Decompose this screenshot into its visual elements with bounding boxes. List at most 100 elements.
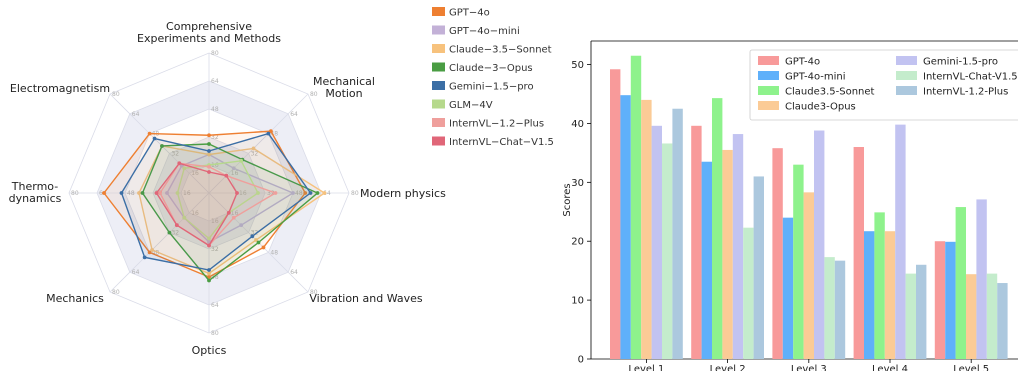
bar-legend-swatch bbox=[896, 56, 917, 65]
radar-legend-label: GPT−4o bbox=[449, 8, 490, 19]
bar-1-0 bbox=[691, 125, 702, 359]
radar-point bbox=[250, 234, 255, 239]
radar-point bbox=[177, 161, 182, 166]
bar-2-6 bbox=[834, 260, 846, 359]
radar-legend-label: Claude−3.5−Sonnet bbox=[449, 45, 552, 56]
bar-2-1 bbox=[782, 217, 794, 359]
radar-point bbox=[207, 271, 211, 276]
radar-chart: 16 32 48 64 80 16 32 48 64 80 16 32 48 64 80 16 32 48 64 80… bbox=[9, 20, 446, 357]
bar-legend-swatch bbox=[758, 56, 779, 65]
bar-1-2 bbox=[712, 98, 723, 359]
bar-1-3 bbox=[722, 149, 733, 359]
bar-legend-label: GPT-4o bbox=[785, 57, 820, 68]
radar-axis-label: Optics bbox=[192, 344, 227, 357]
bar-3-0 bbox=[853, 147, 864, 359]
bar-2-3 bbox=[803, 192, 814, 359]
radar-legend: GPT−4o GPT−4o−mini Claude−3.5−Sonnet Claude… bbox=[432, 7, 554, 148]
bar-2-5 bbox=[824, 257, 835, 359]
radar-legend-swatch bbox=[432, 81, 445, 90]
radar-point bbox=[140, 191, 145, 195]
radar-point bbox=[256, 240, 261, 245]
radar-ring-label: 80 bbox=[112, 289, 120, 296]
radar-legend-label: InternVL−Chat−V1.5 bbox=[449, 137, 554, 148]
radar-axis-label: Mechanics bbox=[46, 292, 104, 305]
radar-legend-swatch bbox=[432, 25, 445, 35]
radar-point bbox=[268, 129, 273, 134]
radar-ring-label: 32 bbox=[267, 190, 275, 197]
radar-point bbox=[147, 250, 152, 255]
radar-ring-label: 48 bbox=[127, 190, 135, 197]
radar-ring-label: 48 bbox=[295, 190, 303, 197]
radar-legend-swatch bbox=[432, 99, 445, 109]
bar-legend-label: GPT-4o-mini bbox=[785, 72, 846, 83]
radar-point bbox=[150, 248, 154, 252]
bar-legend-label: InternVL-1.2-Plus bbox=[923, 87, 1008, 98]
radar-point bbox=[165, 191, 169, 195]
radar-axis-label: Modern physics bbox=[360, 187, 446, 200]
bar-legend-label: Gemini-1.5-pro bbox=[923, 57, 998, 68]
bar-0-4 bbox=[651, 125, 662, 359]
bar-y-tick-label: 0 bbox=[578, 355, 584, 366]
radar-ring-label: 16 bbox=[183, 190, 191, 197]
radar-legend-label: Claude−3−Opus bbox=[449, 63, 533, 74]
bar-legend-label: InternVL-Chat-V1.5 bbox=[923, 72, 1018, 83]
bar-x-tick-label: Level 5 bbox=[953, 364, 989, 371]
radar-point bbox=[158, 191, 162, 195]
radar-point bbox=[266, 131, 271, 136]
bar-0-0 bbox=[610, 69, 621, 360]
radar-legend-swatch bbox=[432, 44, 445, 53]
radar-ring-label: 64 bbox=[323, 190, 331, 197]
radar-ring-label: 64 bbox=[132, 111, 140, 118]
radar-ring-label: 16 bbox=[239, 190, 247, 197]
bar-2-0 bbox=[772, 148, 783, 359]
radar-legend-label: InternVL−1.2−Plus bbox=[449, 119, 544, 130]
bar-1-1 bbox=[701, 161, 712, 359]
bar-3-6 bbox=[916, 264, 927, 359]
radar-point bbox=[322, 191, 327, 195]
bar-legend-label: Claude3.5-Sonnet bbox=[785, 87, 875, 98]
radar-point bbox=[154, 191, 159, 195]
bar-y-tick-label: 40 bbox=[571, 119, 584, 130]
bar-4-4 bbox=[976, 199, 987, 359]
bar-y-tick-label: 20 bbox=[571, 237, 584, 248]
radar-point bbox=[182, 166, 187, 171]
bar-3-5 bbox=[905, 273, 916, 359]
bar-y-tick-label: 30 bbox=[571, 178, 584, 189]
radar-ring-label: 16 bbox=[211, 162, 219, 169]
bar-legend-swatch bbox=[758, 101, 779, 110]
radar-ring-label: 32 bbox=[251, 150, 259, 157]
bar-1-4 bbox=[732, 134, 744, 359]
radar-point bbox=[207, 275, 211, 279]
bar-y-label: Scores bbox=[562, 183, 573, 216]
bar-x-tick-label: Level 3 bbox=[791, 364, 827, 371]
radar-legend-label: GLM−4V bbox=[449, 100, 493, 111]
radar-ring-label: 80 bbox=[310, 91, 318, 98]
radar-ring-label: 64 bbox=[132, 269, 140, 276]
radar-point bbox=[207, 236, 211, 241]
radar-point bbox=[224, 173, 229, 178]
radar-point bbox=[231, 215, 236, 220]
bar-legend-swatch bbox=[896, 86, 917, 95]
radar-point bbox=[235, 191, 239, 195]
bar-0-5 bbox=[662, 143, 673, 359]
radar-ring-label: 80 bbox=[71, 190, 79, 197]
radar-ring-label: 64 bbox=[290, 269, 298, 276]
bar-x-tick-label: Level 1 bbox=[628, 364, 664, 371]
radar-ring-label: 80 bbox=[211, 330, 219, 337]
radar-ring-label: 32 bbox=[251, 230, 259, 237]
radar-point bbox=[207, 164, 211, 169]
bar-legend-box bbox=[749, 49, 1018, 121]
bar-4-3 bbox=[966, 274, 977, 359]
radar-ring-label: 16 bbox=[191, 170, 199, 177]
bar-4-5 bbox=[986, 273, 998, 359]
radar-point bbox=[239, 223, 244, 228]
radar-ring-label: 32 bbox=[171, 230, 179, 237]
radar-axis-label: dynamics bbox=[9, 192, 62, 205]
radar-legend-label: Gemini−1.5−pro bbox=[449, 82, 534, 93]
bar-0-2 bbox=[630, 55, 642, 359]
radar-legend-swatch bbox=[432, 7, 445, 16]
bar-3-3 bbox=[884, 231, 896, 359]
bar-0-1 bbox=[620, 95, 631, 359]
radar-point bbox=[261, 245, 266, 250]
